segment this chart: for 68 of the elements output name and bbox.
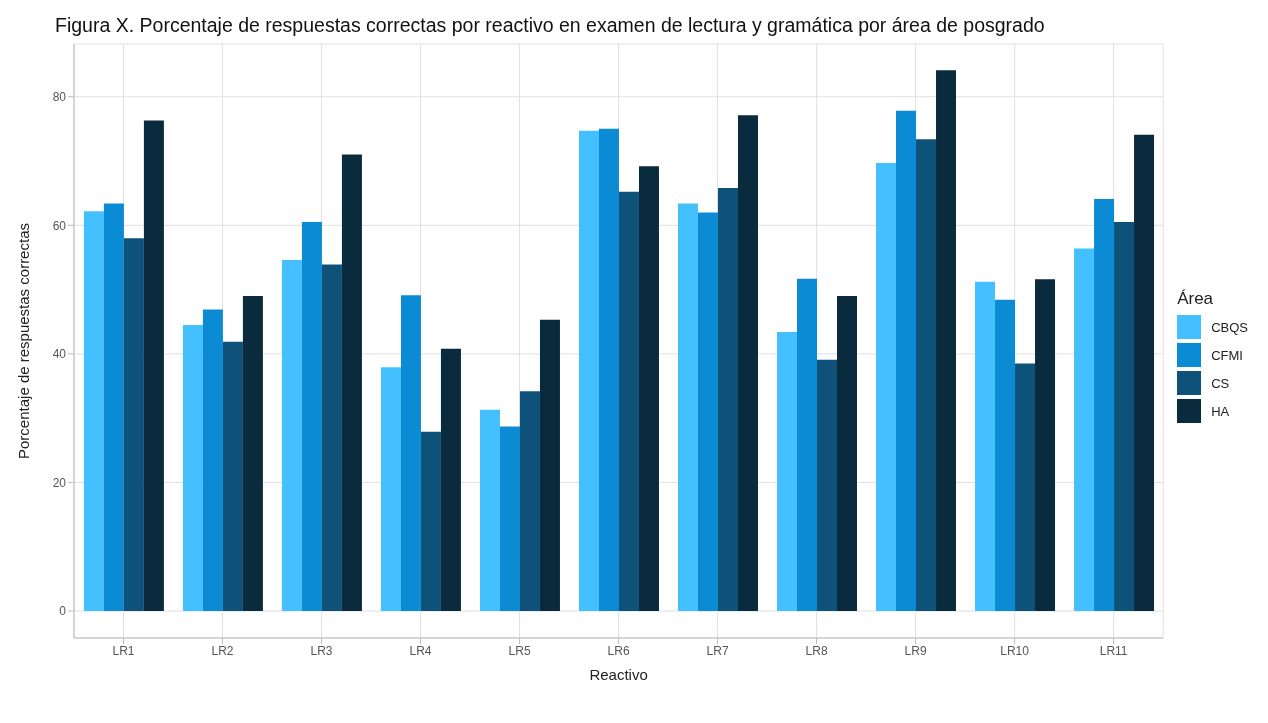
y-axis-title: Porcentaje de respuestas correctas bbox=[15, 223, 33, 459]
bar bbox=[618, 191, 639, 611]
x-axis-title: Reactivo bbox=[589, 666, 648, 683]
bar bbox=[420, 431, 441, 611]
chart-title: Figura X. Porcentaje de respuestas correctas por reactivo en examen de lectura y gramática por área de posgrado bbox=[55, 14, 1045, 37]
x-tick-label: LR2 bbox=[211, 643, 234, 658]
bar bbox=[837, 296, 857, 611]
bar bbox=[281, 260, 302, 611]
x-tick-label: LR1 bbox=[112, 643, 135, 658]
x-tick-label: LR7 bbox=[706, 643, 729, 658]
legend-label: CFMI bbox=[1211, 347, 1243, 363]
bar bbox=[1094, 198, 1115, 611]
bar bbox=[440, 348, 461, 611]
y-tick-label: 40 bbox=[52, 347, 67, 362]
bar bbox=[717, 188, 738, 611]
bar bbox=[222, 341, 243, 611]
bar bbox=[598, 128, 619, 611]
bar bbox=[301, 222, 322, 611]
bar bbox=[519, 391, 540, 611]
y-tick-label: 0 bbox=[59, 604, 67, 619]
bar bbox=[103, 203, 124, 611]
x-tick-label: LR11 bbox=[1099, 643, 1128, 658]
bar bbox=[817, 359, 837, 611]
legend-label: HA bbox=[1211, 403, 1230, 419]
bar bbox=[499, 426, 520, 611]
legend-title: Área bbox=[1177, 289, 1215, 309]
bar bbox=[1114, 222, 1135, 611]
bar bbox=[380, 367, 401, 611]
x-tick-label: LR3 bbox=[310, 643, 333, 658]
bar bbox=[975, 281, 996, 611]
y-tick-label: 60 bbox=[52, 218, 67, 233]
bar bbox=[341, 154, 362, 611]
bar bbox=[677, 203, 698, 611]
bar bbox=[737, 115, 758, 611]
bar bbox=[242, 296, 263, 611]
bar bbox=[321, 264, 342, 611]
bar bbox=[876, 162, 897, 611]
x-tick-label: LR8 bbox=[805, 643, 828, 658]
legend-label: CS bbox=[1211, 375, 1230, 391]
y-tick-label: 20 bbox=[52, 475, 67, 490]
bar bbox=[916, 139, 937, 611]
bar bbox=[1015, 363, 1036, 611]
bar bbox=[638, 166, 659, 611]
bar bbox=[697, 212, 718, 611]
bar bbox=[479, 409, 500, 611]
legend-label: CBQS bbox=[1211, 319, 1248, 335]
x-tick-label: LR4 bbox=[409, 643, 432, 658]
bar bbox=[1074, 248, 1095, 611]
bar bbox=[400, 295, 421, 611]
x-tick-label: LR10 bbox=[1000, 643, 1030, 658]
bar bbox=[123, 238, 144, 611]
bar bbox=[936, 70, 957, 611]
x-tick-label: LR6 bbox=[607, 643, 630, 658]
x-tick-label: LR5 bbox=[508, 643, 531, 658]
bar bbox=[83, 211, 104, 611]
bar bbox=[202, 309, 223, 611]
x-tick-label: LR9 bbox=[904, 643, 927, 658]
bar bbox=[1134, 134, 1155, 611]
y-tick-label: 80 bbox=[52, 89, 67, 104]
bar bbox=[777, 332, 797, 611]
bar bbox=[143, 120, 164, 611]
bar bbox=[896, 110, 917, 611]
bar bbox=[578, 130, 599, 611]
bar bbox=[797, 278, 817, 611]
bar bbox=[1035, 279, 1056, 611]
bar bbox=[995, 299, 1016, 611]
bar bbox=[539, 319, 560, 611]
bar bbox=[182, 324, 203, 611]
